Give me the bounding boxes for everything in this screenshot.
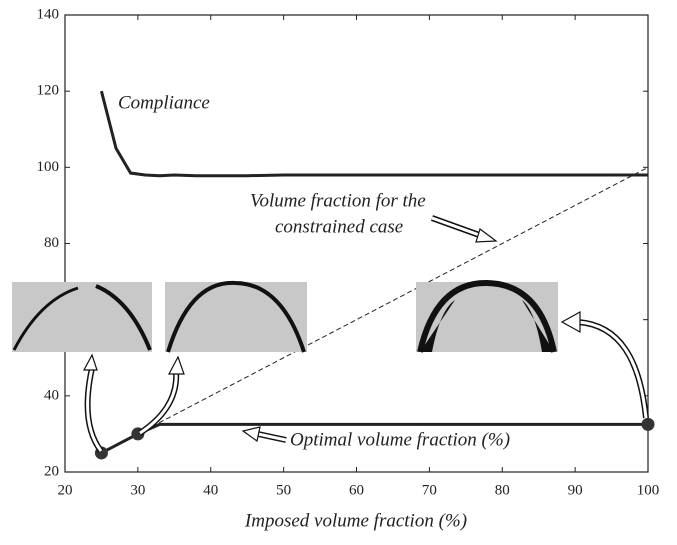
annotation: constrained case <box>275 216 403 237</box>
x-tick-label: 30 <box>130 482 145 498</box>
y-tick-label: 40 <box>44 387 59 403</box>
x-tick-label: 40 <box>203 482 218 498</box>
x-tick-label: 50 <box>276 482 291 498</box>
y-tick-label: 20 <box>44 463 59 479</box>
plot-frame <box>64 14 649 473</box>
x-tick-label: 100 <box>637 482 660 498</box>
x-tick-label: 70 <box>422 482 437 498</box>
x-axis-label: Imposed volume fraction (%) <box>244 510 467 531</box>
x-tick-label: 20 <box>58 482 73 498</box>
y-tick-label: 120 <box>37 83 60 99</box>
plot-area: 203040506070809010020406080100120140 <box>37 6 660 498</box>
annotation: Optimal volume fraction (%) <box>290 429 510 450</box>
data-point <box>641 417 655 431</box>
annotation: Volume fraction for the <box>250 190 426 211</box>
y-tick-label: 100 <box>37 159 60 175</box>
inset-left <box>12 282 152 352</box>
annotation: Compliance <box>118 92 210 113</box>
y-tick-label: 140 <box>37 6 60 22</box>
inset-right <box>416 279 558 353</box>
arrows <box>83 215 649 453</box>
inset-middle <box>165 280 307 353</box>
series-line <box>99 90 648 178</box>
x-tick-label: 80 <box>495 482 510 498</box>
y-tick-label: 80 <box>44 235 59 251</box>
x-tick-label: 90 <box>568 482 583 498</box>
x-tick-label: 60 <box>349 482 364 498</box>
